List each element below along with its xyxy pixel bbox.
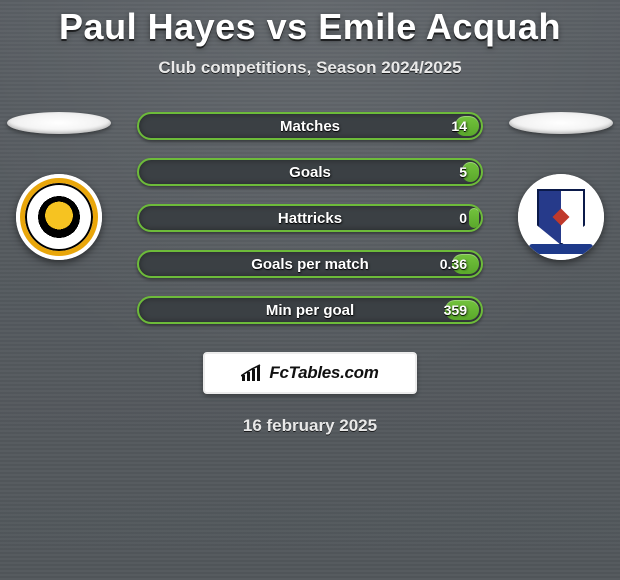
- stat-value-right: 0: [459, 210, 467, 226]
- club-crest-right: [518, 174, 604, 260]
- player-left-silhouette: [7, 112, 111, 134]
- stat-value-right: 359: [444, 302, 467, 318]
- stat-value-right: 14: [451, 118, 467, 134]
- player-right-slot: [506, 112, 616, 260]
- stat-label: Goals per match: [251, 256, 369, 273]
- player-right-silhouette: [509, 112, 613, 134]
- ribbon-icon: [529, 244, 593, 254]
- stat-label: Goals: [289, 164, 331, 181]
- stat-fill-right: [469, 208, 479, 228]
- date-text: 16 february 2025: [0, 416, 620, 436]
- subtitle: Club competitions, Season 2024/2025: [0, 58, 620, 78]
- bar-chart-icon: [241, 364, 263, 382]
- stat-value-right: 5: [459, 164, 467, 180]
- stat-label: Min per goal: [266, 302, 354, 319]
- stat-rows: Matches 14 Goals 5 Hattricks 0 Goals per match…: [137, 112, 483, 324]
- stat-row: Min per goal 359: [137, 296, 483, 324]
- stat-row: Hattricks 0: [137, 204, 483, 232]
- branding-text: FcTables.com: [269, 363, 378, 383]
- stat-label: Matches: [280, 118, 340, 135]
- stat-row: Matches 14: [137, 112, 483, 140]
- page-title: Paul Hayes vs Emile Acquah: [0, 0, 620, 48]
- comparison-arena: Matches 14 Goals 5 Hattricks 0 Goals per match…: [0, 112, 620, 322]
- stat-row: Goals per match 0.36: [137, 250, 483, 278]
- stat-row: Goals 5: [137, 158, 483, 186]
- stat-value-right: 0.36: [440, 256, 467, 272]
- branding-badge: FcTables.com: [203, 352, 417, 394]
- player-left-slot: [4, 112, 114, 260]
- club-crest-left: [16, 174, 102, 260]
- shield-icon: [537, 189, 585, 245]
- stat-label: Hattricks: [278, 210, 342, 227]
